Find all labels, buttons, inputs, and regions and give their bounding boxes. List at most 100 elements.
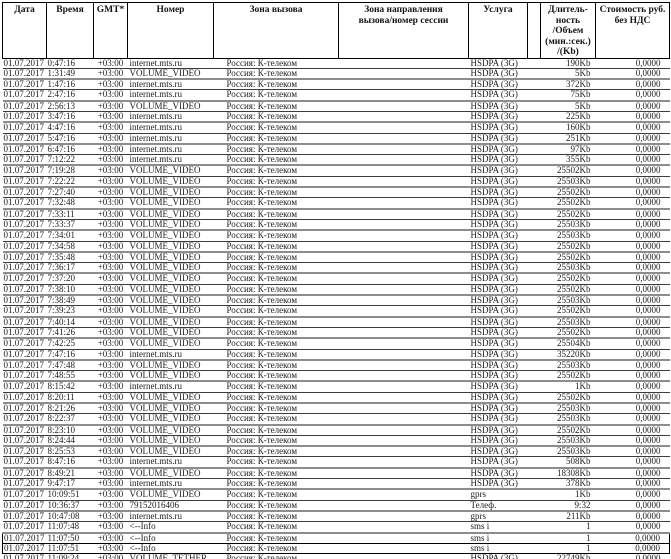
cell-service: HSDPA (3G)	[468, 273, 528, 285]
cell-service: Телеф.	[468, 500, 528, 512]
cell-zone: Россия: К-телеком	[213, 553, 339, 559]
table-row: 01.07.2017 11:07:50 +03:00 <--Info Россия: К…	[2, 532, 670, 544]
cell-volume: 18308Kb	[540, 467, 596, 480]
cell-spacer	[527, 241, 541, 253]
cell-number: VOLUME_VIDEO	[127, 392, 214, 404]
cell-gmt: +03:00	[93, 370, 128, 383]
cell-spacer	[527, 197, 541, 210]
cell-direction	[338, 478, 469, 491]
cell-cost: 0,0000	[595, 143, 670, 156]
cell-gmt: +03:00	[93, 424, 128, 436]
cell-number: VOLUME_VIDEO	[127, 305, 214, 318]
cell-number: internet.mts.ru	[127, 349, 214, 361]
cell-time: 8:15:42	[46, 381, 94, 393]
cell-gmt: +03:00	[93, 327, 128, 340]
cell-gmt: +03:00	[93, 381, 128, 393]
cell-gmt: +03:00	[93, 100, 128, 112]
column-header-zone: Зона вызова	[213, 2, 339, 59]
cell-direction	[338, 456, 469, 469]
cell-cost: 0,0000	[595, 122, 670, 134]
cell-volume: 25502Kb	[540, 370, 596, 383]
column-header-direction: Зона направления вызова/номер сессии	[338, 2, 469, 59]
cell-spacer	[527, 208, 541, 220]
cell-zone: Россия: К-телеком	[213, 349, 339, 361]
cell-cost: 0,0000	[595, 241, 670, 253]
cell-date: 01.07.2017	[2, 251, 47, 264]
table-row: 01.07.2017 3:47:16 +03:00 internet.mts.ru Ро…	[2, 111, 670, 124]
cell-spacer	[527, 456, 541, 469]
cell-date: 01.07.2017	[2, 197, 47, 210]
cell-time: 7:33:37	[46, 219, 94, 232]
table-row: 01.07.2017 6:47:16 +03:00 internet.mts.ru Ро…	[2, 143, 670, 156]
cell-number: VOLUME_VIDEO	[127, 208, 214, 220]
cell-date: 01.07.2017	[2, 338, 47, 350]
cell-cost: 0,0000	[595, 165, 670, 177]
cell-date: 01.07.2017	[2, 89, 47, 102]
cell-volume: 25503Kb	[540, 403, 596, 415]
cell-volume: 225Kb	[540, 111, 596, 124]
cell-zone: Россия: К-телеком	[213, 219, 339, 232]
cell-time: 7:38:10	[46, 284, 94, 297]
cell-direction	[338, 273, 469, 285]
cell-direction	[338, 208, 469, 220]
cell-spacer	[527, 413, 541, 426]
cell-service: HSDPA (3G)	[468, 392, 528, 404]
cell-cost: 0,0000	[595, 316, 670, 328]
cell-cost: 0,0000	[595, 381, 670, 393]
cell-spacer	[527, 111, 541, 124]
cell-cost: 0,0000	[595, 284, 670, 297]
cell-service: HSDPA (3G)	[468, 424, 528, 436]
cell-zone: Россия: К-телеком	[213, 79, 339, 91]
cell-gmt: +03:00	[93, 553, 128, 559]
cell-gmt: +03:00	[93, 305, 128, 318]
cell-number: internet.mts.ru	[127, 58, 214, 69]
column-header-date: Дата	[2, 2, 47, 59]
cell-number: VOLUME_VIDEO	[127, 370, 214, 383]
cell-service: sms i	[468, 542, 528, 555]
cell-direction	[338, 446, 469, 458]
cell-direction	[338, 413, 469, 426]
table-row: 01.07.2017 8:49:21 +03:00 VOLUME_VIDEO Росси…	[2, 467, 670, 480]
cell-cost: 0,0000	[595, 187, 670, 199]
cell-spacer	[527, 284, 541, 297]
table-row: 01.07.2017 8:21:26 +03:00 VOLUME_VIDEO Росси…	[2, 403, 670, 415]
cell-zone: Россия: К-телеком	[213, 403, 339, 415]
cell-time: 11:07:51	[46, 542, 94, 555]
cell-number: VOLUME_VIDEO	[127, 241, 214, 253]
table-row: 01.07.2017 4:47:16 +03:00 internet.mts.ru Ро…	[2, 122, 670, 134]
table-row: 01.07.2017 7:27:40 +03:00 VOLUME_VIDEO Росси…	[2, 187, 670, 199]
cell-cost: 0,0000	[595, 542, 670, 555]
cell-number: internet.mts.ru	[127, 381, 214, 393]
cell-spacer	[527, 316, 541, 328]
table-row: 01.07.2017 2:47:16 +03:00 internet.mts.ru Ро…	[2, 89, 670, 102]
cell-gmt: +03:00	[93, 273, 128, 285]
cell-volume: 25502Kb	[540, 305, 596, 318]
cell-date: 01.07.2017	[2, 100, 47, 112]
cell-spacer	[527, 327, 541, 340]
cell-gmt: +03:00	[93, 413, 128, 426]
cell-time: 11:07:50	[46, 532, 94, 544]
cell-spacer	[527, 165, 541, 177]
cell-date: 01.07.2017	[2, 500, 47, 512]
cell-spacer	[527, 251, 541, 264]
cell-direction	[338, 467, 469, 480]
cell-zone: Россия: К-телеком	[213, 338, 339, 350]
cell-zone: Россия: К-телеком	[213, 176, 339, 189]
cell-zone: Россия: К-телеком	[213, 532, 339, 544]
cell-zone: Россия: К-телеком	[213, 359, 339, 372]
cell-spacer	[527, 305, 541, 318]
cell-time: 7:33:11	[46, 208, 94, 220]
cell-time: 8:23:10	[46, 424, 94, 436]
cell-zone: Россия: К-телеком	[213, 100, 339, 112]
cell-volume: 378Kb	[540, 478, 596, 491]
column-header-number: Номер	[127, 2, 214, 59]
cell-gmt: +03:00	[93, 392, 128, 404]
column-header-gmt: GMT*	[93, 2, 128, 59]
cell-service: HSDPA (3G)	[468, 295, 528, 307]
cell-zone: Россия: К-телеком	[213, 370, 339, 383]
cell-service: HSDPA (3G)	[468, 197, 528, 210]
cell-volume: 25503Kb	[540, 413, 596, 426]
cell-spacer	[527, 489, 541, 501]
cell-zone: Россия: К-телеком	[213, 521, 339, 534]
cell-volume: 25502Kb	[540, 424, 596, 436]
